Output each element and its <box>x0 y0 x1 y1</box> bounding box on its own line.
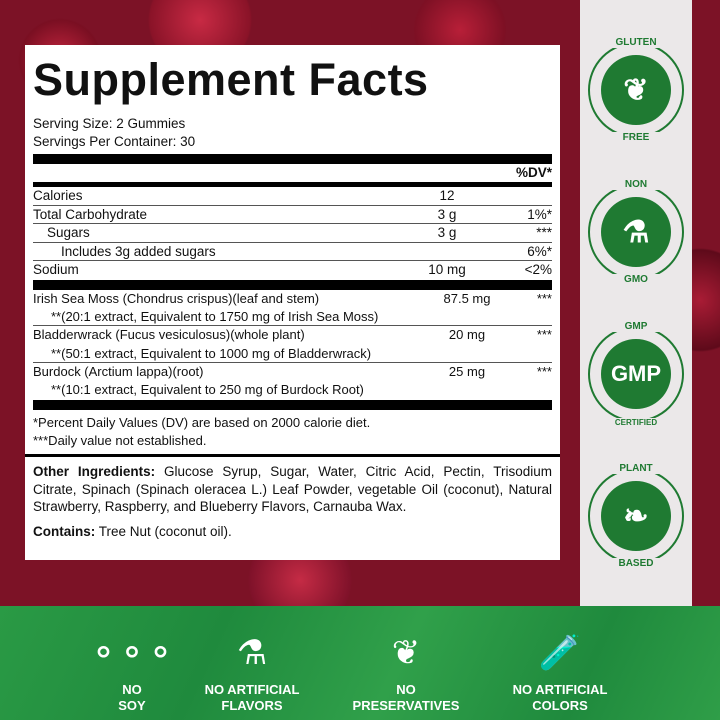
divider <box>25 454 560 457</box>
feature-label: NO ARTIFICIAL <box>204 682 300 697</box>
divider <box>33 279 552 290</box>
contains-text: Tree Nut (coconut oil). <box>95 523 232 539</box>
feature-label: FLAVORS <box>221 698 283 713</box>
panel-title: Supplement Facts <box>33 54 429 105</box>
feature-label: PRESERVATIVES <box>352 698 460 713</box>
ingredient-dv: *** <box>536 363 552 379</box>
wheat-icon: ❦ <box>601 55 671 125</box>
nutrient-row: Sugars 3 g *** <box>33 224 552 243</box>
soybeans-icon: ⚬⚬⚬ <box>89 634 175 672</box>
divider <box>33 182 552 187</box>
badge-top-text: GLUTEN <box>611 37 661 48</box>
contains-label: Contains: <box>33 523 96 539</box>
other-ingredients-label: Other Ingredients: <box>33 464 156 479</box>
other-ingredients-text: Glucose Syrup, Sugar, Water, Citric Acid… <box>33 464 552 514</box>
ingredient-name: Bladderwrack (Fucus vesiculosus)(whole p… <box>33 327 305 342</box>
nutrient-amount: 10 mg <box>428 262 466 277</box>
non-gmo-badge: NON ⚗ GMO <box>588 179 684 285</box>
nutrient-dv: 1%* <box>527 206 552 222</box>
badge-top-text: NON <box>611 179 661 190</box>
badge-bottom-text: FREE <box>611 132 661 143</box>
footnote: ***Daily value not established. <box>33 433 207 448</box>
ingredient-amount: 87.5 mg <box>443 290 491 306</box>
dv-header: %DV* <box>515 165 552 180</box>
nutrient-amount: 12 <box>439 188 455 203</box>
feature-no-soy: ⚬⚬⚬ NO SOY <box>52 628 212 714</box>
nutrient-dv <box>492 187 552 205</box>
supplement-facts-panel: Supplement Facts Serving Size: 2 Gummies… <box>25 45 560 560</box>
nutrient-dv: *** <box>536 225 552 240</box>
nutrient-row: Sodium 10 mg <2% <box>33 261 552 280</box>
nutrient-row: Total Carbohydrate 3 g 1%* <box>33 206 552 224</box>
footnote: *Percent Daily Values (DV) are based on … <box>33 415 371 430</box>
nutrient-name: Total Carbohydrate <box>33 206 148 222</box>
gmp-certified-badge: GMP GMP CERTIFIED <box>588 321 684 427</box>
feature-label: NO <box>396 682 416 697</box>
nutrient-amount: 3 g <box>437 206 457 222</box>
ingredient-row: Burdock (Arctium lappa)(root) 25 mg *** <box>33 363 552 382</box>
nutrient-row: Includes 3g added sugars 6%* <box>33 243 552 261</box>
nutrient-dv: 6%* <box>527 243 552 259</box>
feature-label: COLORS <box>532 698 588 713</box>
ingredient-name: Irish Sea Moss (Chondrus crispus)(leaf a… <box>33 290 320 306</box>
ingredient-dv: *** <box>536 327 552 342</box>
badge-bottom-text: CERTIFIED <box>606 418 666 427</box>
nutrient-dv: <2% <box>524 262 552 277</box>
ingredient-row: Bladderwrack (Fucus vesiculosus)(whole p… <box>33 326 552 345</box>
divider <box>33 154 552 164</box>
contains: Contains: Tree Nut (coconut oil). <box>33 524 552 539</box>
serving-size: Serving Size: 2 Gummies <box>33 116 186 131</box>
gluten-free-badge: GLUTEN ❦ FREE <box>588 37 684 143</box>
flask-icon: ⚗ <box>601 197 671 267</box>
feature-no-artificial-colors: 🧪 NO ARTIFICIAL COLORS <box>480 628 640 714</box>
feature-no-preservatives: ❦ NO PRESERVATIVES <box>326 628 486 714</box>
ingredient-note: **(20:1 extract, Equivalent to 1750 mg o… <box>33 308 552 326</box>
other-ingredients: Other Ingredients: Glucose Syrup, Sugar,… <box>33 463 552 516</box>
nutrient-name: Includes 3g added sugars <box>61 243 216 259</box>
feature-label: NO <box>122 682 142 697</box>
nutrient-amount <box>402 243 492 261</box>
plant-based-badge: PLANT ❧ BASED <box>588 463 684 569</box>
nutrient-name: Sugars <box>47 225 90 240</box>
nutrient-row: Calories 12 <box>33 187 552 206</box>
leaf-icon: ❦ <box>391 634 421 672</box>
feature-band: ⚬⚬⚬ NO SOY ⚗ NO ARTIFICIAL FLAVORS ❦ NO PRESER… <box>0 606 720 720</box>
ingredient-row: Irish Sea Moss (Chondrus crispus)(leaf a… <box>33 290 552 309</box>
nutrient-name: Sodium <box>33 262 79 277</box>
dropper-icon: 🧪 <box>538 634 582 672</box>
leaves-icon: ❧ <box>601 481 671 551</box>
feature-no-artificial-flavors: ⚗ NO ARTIFICIAL FLAVORS <box>172 628 332 714</box>
badge-bottom-text: BASED <box>611 558 661 569</box>
feature-label: NO ARTIFICIAL <box>512 682 608 697</box>
gmp-text: GMP <box>601 339 671 409</box>
nutrient-amount: 3 g <box>437 225 457 240</box>
ingredient-amount: 20 mg <box>448 327 486 342</box>
ingredient-amount: 25 mg <box>448 363 486 379</box>
badge-panel: GLUTEN ❦ FREE NON ⚗ GMO GMP GMP CERTIFIE… <box>580 0 692 606</box>
divider <box>33 400 552 410</box>
servings-per-container: Servings Per Container: 30 <box>33 134 196 149</box>
nutrient-name: Calories <box>33 188 83 203</box>
feature-label: SOY <box>118 698 146 713</box>
badge-top-text: GMP <box>611 321 661 332</box>
ingredient-name: Burdock (Arctium lappa)(root) <box>33 363 204 379</box>
badge-top-text: PLANT <box>611 463 661 474</box>
flask-icon: ⚗ <box>236 634 268 672</box>
badge-bottom-text: GMO <box>611 274 661 285</box>
ingredient-dv: *** <box>536 290 552 306</box>
ingredient-note: **(10:1 extract, Equivalent to 250 mg of… <box>51 382 364 397</box>
ingredient-note: **(50:1 extract, Equivalent to 1000 mg o… <box>33 345 552 363</box>
